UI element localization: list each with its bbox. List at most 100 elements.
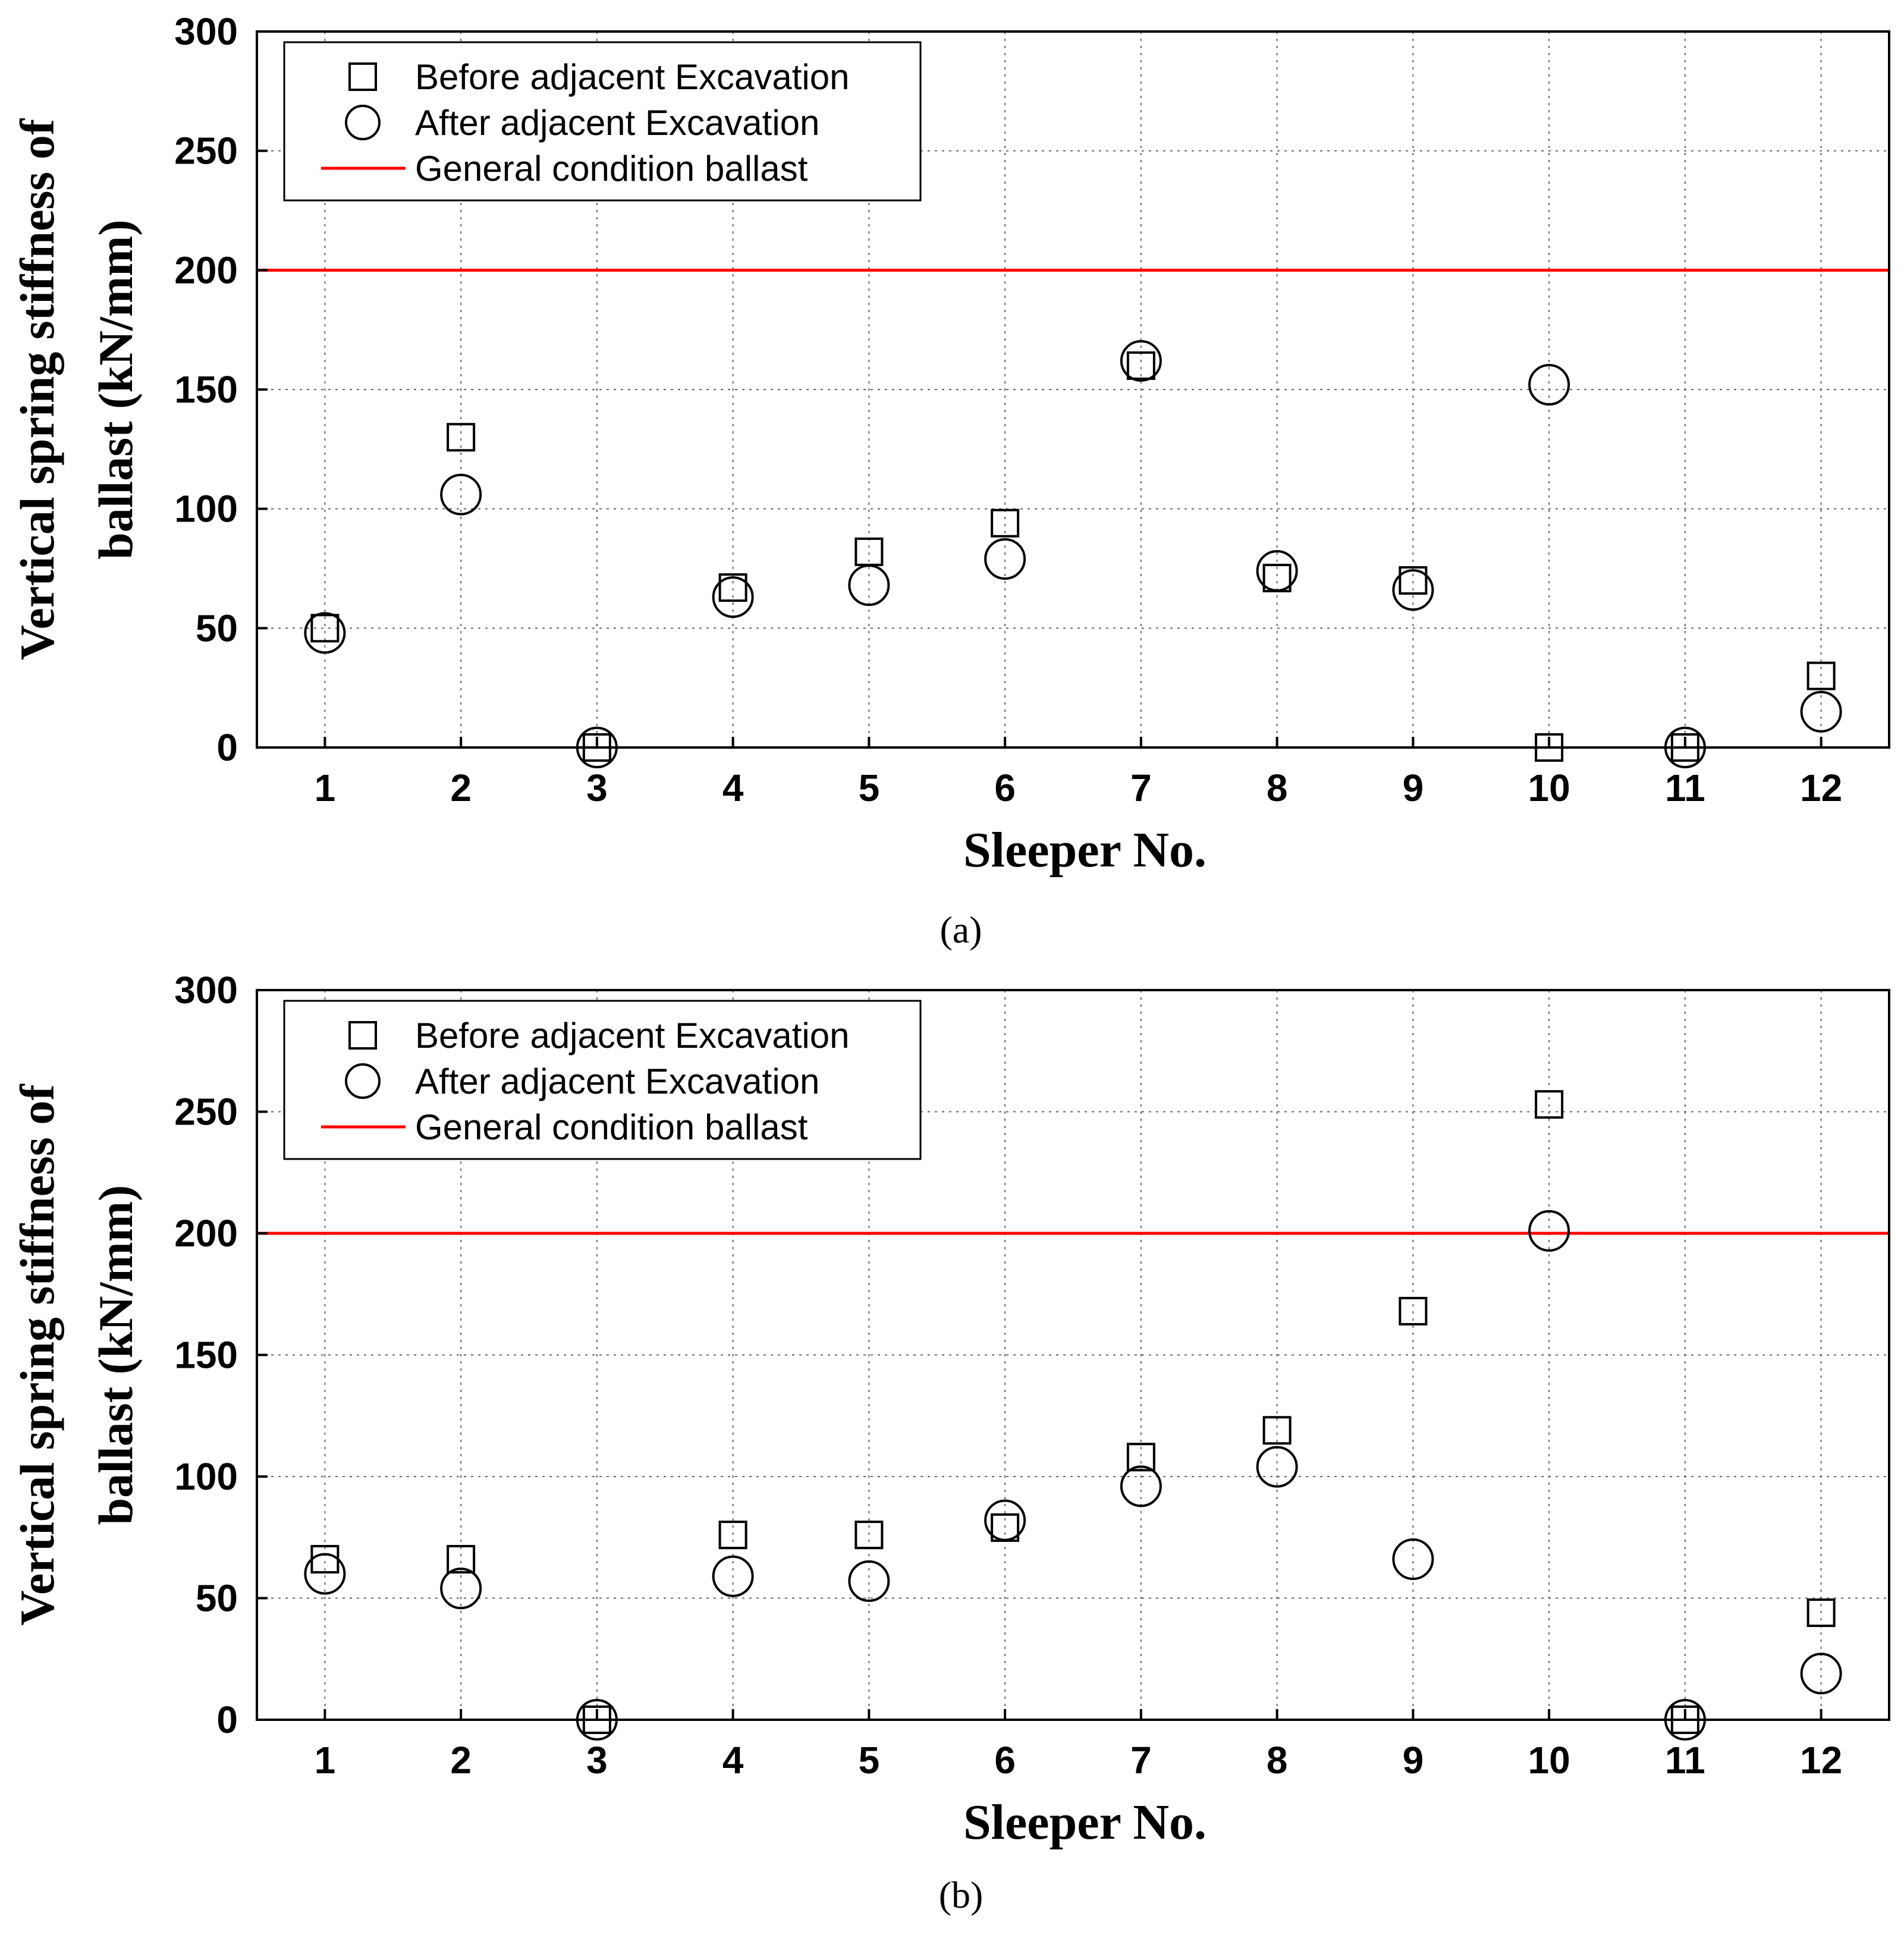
legend-label-before: Before adjacent Excavation (415, 1016, 849, 1056)
y-tick-label: 250 (174, 1091, 238, 1133)
data-point-after-excavation (712, 576, 754, 618)
data-point-before-excavation (1535, 1090, 1564, 1119)
data-point-after-excavation (848, 1560, 890, 1602)
x-tick-label: 3 (586, 767, 608, 809)
y-tick-label: 150 (174, 368, 238, 411)
x-tick-label: 5 (859, 767, 880, 809)
x-tick-label: 2 (450, 767, 472, 809)
x-tick-label: 6 (994, 1739, 1016, 1782)
chart-panel-a: 1 2 3 4 5 6 7 8 9 10 11 12050100150200250300Sleeper… (10, 10, 1890, 951)
y-axis-label-line1: Vertical spring stiffness of (10, 118, 64, 660)
x-tick-label: 11 (1665, 767, 1705, 809)
legend-label-reference: General condition ballast (415, 1107, 808, 1147)
x-tick-label: 7 (1130, 1739, 1152, 1782)
legend-square-marker (348, 1021, 377, 1050)
x-tick-label: 4 (722, 767, 744, 809)
data-point-before-excavation (447, 1545, 476, 1574)
legend: Before adjacent Excavation After adjacent… (283, 1000, 922, 1160)
panel-label: (b) (939, 1874, 984, 1916)
data-point-after-excavation (1120, 1465, 1162, 1507)
data-point-before-excavation (1262, 1416, 1292, 1445)
x-axis-label: Sleeper No. (963, 822, 1207, 878)
chart-panel-b: 1 2 3 4 5 6 7 8 9 10 11 12050100150200250300Sleeper… (10, 969, 1890, 1916)
x-tick-label: 5 (859, 1739, 880, 1782)
data-point-after-excavation (304, 612, 346, 654)
data-point-after-excavation (1800, 1653, 1842, 1695)
panel-label: (a) (940, 909, 982, 951)
legend-circle-marker (345, 105, 381, 140)
data-point-after-excavation (440, 1568, 482, 1610)
data-point-before-excavation (447, 423, 476, 452)
data-point-after-excavation (984, 538, 1026, 580)
x-axis-label: Sleeper No. (963, 1795, 1207, 1850)
data-point-before-excavation (1670, 733, 1699, 762)
data-point-before-excavation (1806, 661, 1836, 690)
data-point-after-excavation (1256, 550, 1298, 592)
x-tick-label: 12 (1800, 1739, 1842, 1782)
y-tick-label: 50 (196, 1577, 238, 1620)
legend-square-marker (348, 62, 377, 91)
legend-label-after: After adjacent Excavation (415, 103, 819, 143)
data-point-after-excavation (1256, 1446, 1298, 1488)
data-point-after-excavation (576, 1699, 618, 1741)
y-tick-label: 100 (174, 488, 238, 530)
x-tick-label: 11 (1665, 1739, 1705, 1782)
y-tick-label: 250 (174, 130, 238, 172)
y-axis-label-line2: ballast (kN/mm) (89, 1185, 143, 1525)
data-point-before-excavation (1670, 1705, 1699, 1734)
y-tick-label: 150 (174, 1334, 238, 1377)
legend-box (283, 1000, 922, 1160)
data-point-after-excavation (1392, 1538, 1434, 1581)
data-point-after-excavation (1664, 1699, 1706, 1741)
data-point-before-excavation (310, 614, 340, 643)
data-point-after-excavation (304, 1553, 346, 1595)
data-point-before-excavation (991, 508, 1020, 538)
data-point-before-excavation (1399, 1296, 1428, 1325)
x-tick-label: 10 (1528, 1739, 1570, 1782)
data-point-before-excavation (854, 1521, 884, 1550)
x-tick-label: 6 (994, 767, 1016, 809)
x-tick-label: 3 (586, 1739, 608, 1782)
y-tick-label: 200 (174, 1212, 238, 1255)
data-point-before-excavation (718, 1521, 747, 1550)
data-point-before-excavation (1126, 351, 1155, 380)
data-point-after-excavation (984, 1499, 1026, 1541)
x-tick-label: 8 (1267, 1739, 1288, 1782)
data-point-before-excavation (1806, 1598, 1836, 1628)
data-point-after-excavation (1528, 363, 1570, 406)
data-point-before-excavation (718, 573, 747, 602)
legend-box (283, 41, 922, 202)
x-tick-label: 12 (1800, 767, 1842, 809)
x-tick-label: 7 (1130, 767, 1152, 809)
data-point-before-excavation (1126, 1443, 1155, 1472)
legend: Before adjacent Excavation After adjacent… (283, 41, 922, 202)
x-tick-label: 4 (722, 1739, 744, 1782)
x-tick-label: 9 (1403, 767, 1424, 809)
data-point-before-excavation (1399, 566, 1428, 595)
y-tick-label: 300 (174, 10, 238, 53)
data-point-before-excavation (582, 733, 611, 762)
x-tick-label: 9 (1403, 1739, 1424, 1782)
legend-circle-marker (345, 1063, 381, 1099)
y-tick-label: 50 (196, 607, 238, 649)
x-tick-label: 1 (315, 1739, 336, 1782)
data-point-after-excavation (848, 564, 890, 607)
y-axis-label-line2: ballast (kN/mm) (89, 219, 143, 560)
data-point-after-excavation (1528, 1210, 1570, 1252)
data-point-after-excavation (1120, 340, 1162, 382)
y-tick-label: 0 (216, 1698, 238, 1741)
legend-label-before: Before adjacent Excavation (415, 57, 849, 97)
y-tick-label: 0 (216, 726, 238, 769)
y-tick-label: 300 (174, 969, 238, 1012)
x-tick-label: 2 (450, 1739, 472, 1782)
legend-label-after: After adjacent Excavation (415, 1061, 819, 1101)
y-tick-label: 200 (174, 249, 238, 291)
data-point-before-excavation (1535, 733, 1564, 762)
x-tick-label: 8 (1267, 767, 1288, 809)
data-point-after-excavation (1392, 569, 1434, 611)
data-point-before-excavation (582, 1705, 611, 1734)
data-point-after-excavation (712, 1555, 754, 1597)
data-point-after-excavation (1664, 727, 1706, 768)
data-point-after-excavation (1800, 690, 1842, 733)
